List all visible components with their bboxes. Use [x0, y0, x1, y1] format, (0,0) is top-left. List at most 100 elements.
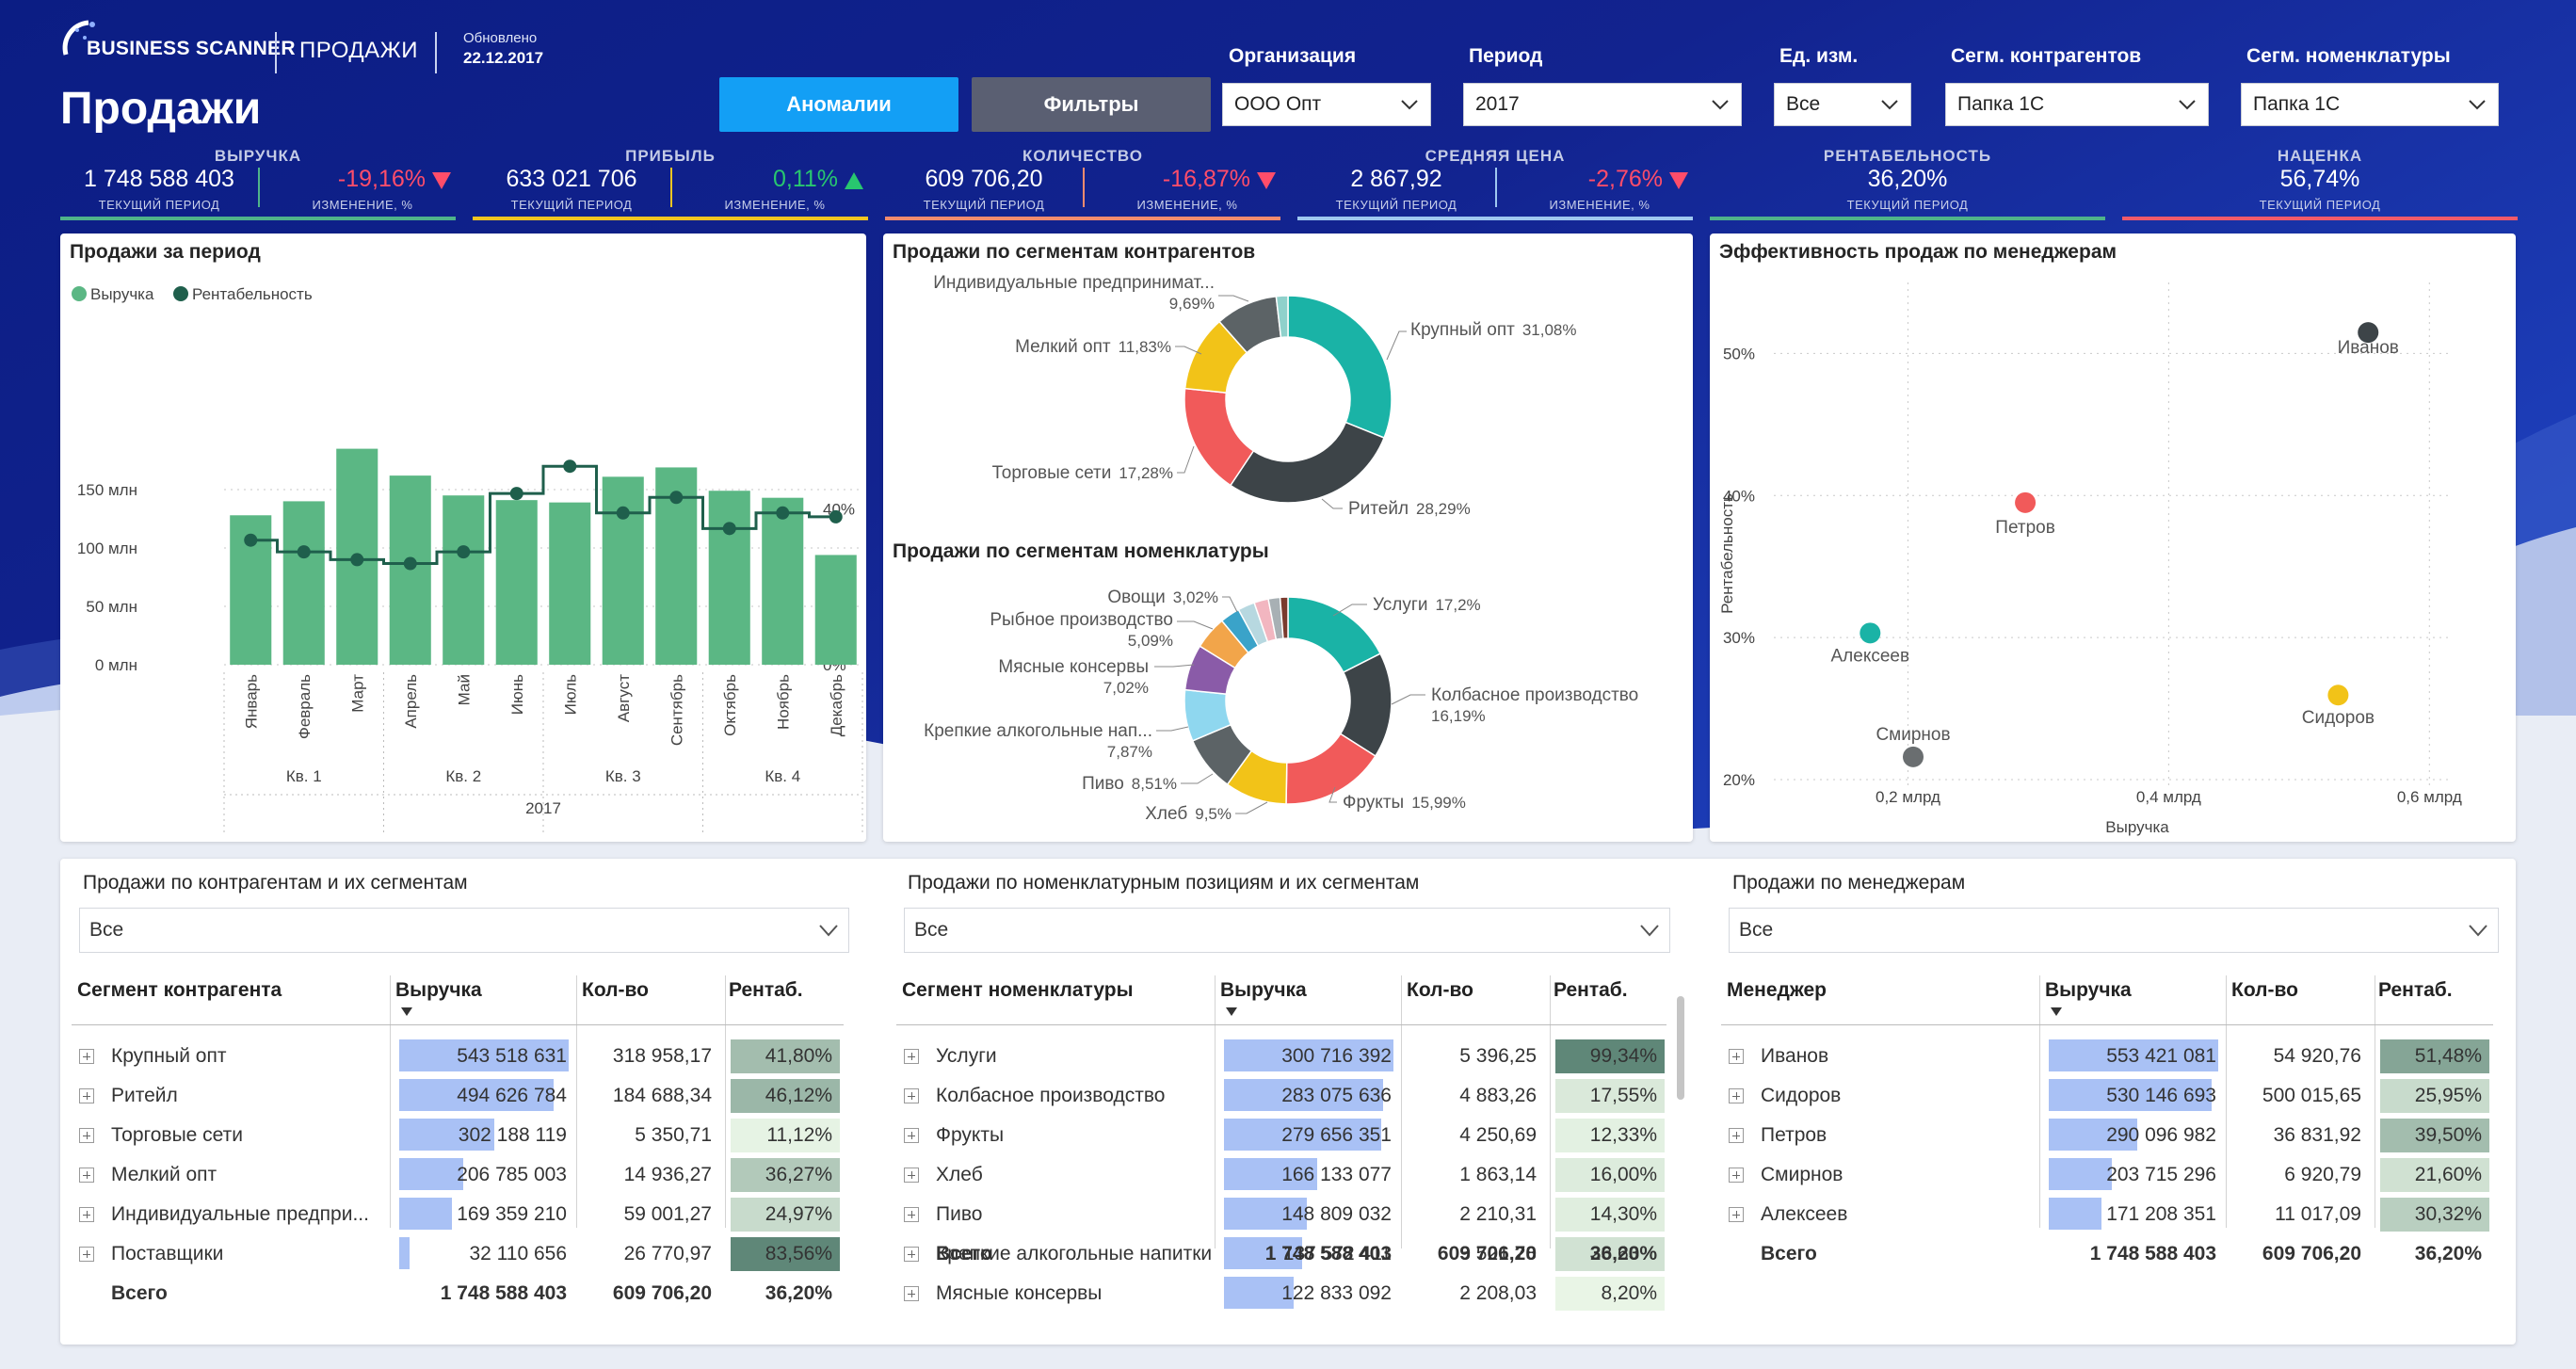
table-scrollbar[interactable] [1672, 979, 1689, 1243]
bar-revenue[interactable] [814, 555, 857, 665]
table-row[interactable]: Фрукты 279 656 351 4 250,69 12,33% [885, 1117, 1676, 1154]
expand-icon[interactable] [904, 1247, 919, 1262]
bar-revenue[interactable] [443, 495, 485, 665]
scatter-point[interactable] [1903, 746, 1924, 767]
donut-slice[interactable] [1287, 295, 1393, 439]
table-row[interactable]: Ритейл 494 626 784 184 688,34 46,12% [60, 1077, 851, 1115]
rent-point[interactable] [722, 522, 736, 536]
table-row[interactable]: Сидоров 530 146 693 500 015,65 25,95% [1710, 1077, 2501, 1115]
scatter-point[interactable] [2015, 491, 2037, 513]
label-leader [1328, 786, 1337, 803]
bar-revenue[interactable] [762, 497, 804, 665]
table-row[interactable]: Крепкие алкогольные напитки 137 572 411 3 … [885, 1235, 1676, 1273]
bar-revenue[interactable] [389, 475, 431, 665]
expand-icon[interactable] [79, 1128, 94, 1143]
rent-point[interactable] [457, 545, 471, 559]
sort-desc-icon[interactable] [1226, 1007, 1237, 1017]
table-row[interactable]: Пиво 148 809 032 2 210,31 14,30% [885, 1196, 1676, 1233]
column-header[interactable]: Выручка [2045, 979, 2132, 1001]
scatter-point[interactable] [1860, 622, 1881, 644]
bar-revenue[interactable] [602, 476, 644, 665]
scatter-point[interactable] [2358, 322, 2379, 344]
column-header[interactable]: Выручка [1220, 979, 1307, 1001]
expand-icon[interactable] [79, 1088, 94, 1103]
rent-point[interactable] [509, 487, 523, 501]
period-select[interactable]: 2017 [1463, 83, 1742, 126]
sort-desc-icon[interactable] [401, 1007, 412, 1017]
logo-text: BUSINESS SCANNER [87, 38, 296, 59]
table-row[interactable]: Иванов 553 421 081 54 920,76 51,48% [1710, 1038, 2501, 1075]
bar-revenue[interactable] [282, 501, 325, 665]
contr-segment-select[interactable]: Папка 1С [1945, 83, 2209, 126]
column-header[interactable]: Рентаб. [729, 979, 803, 1001]
anomalies-button[interactable]: Аномалии [719, 77, 958, 132]
expand-icon[interactable] [904, 1168, 919, 1183]
rent-point[interactable] [244, 533, 258, 547]
column-header[interactable]: Кол-во [2231, 979, 2298, 1001]
expand-icon[interactable] [1729, 1088, 1744, 1103]
rent-point[interactable] [563, 459, 577, 474]
column-header[interactable]: Рентаб. [2378, 979, 2453, 1001]
unit-select[interactable]: Все [1774, 83, 1911, 126]
expand-icon[interactable] [1729, 1049, 1744, 1064]
filter-label-contr-segment: Сегм. контрагентов [1951, 45, 2142, 67]
expand-icon[interactable] [904, 1049, 919, 1064]
donut-slice[interactable] [1279, 596, 1289, 639]
nom-segment-select[interactable]: Папка 1С [2241, 83, 2499, 126]
expand-icon[interactable] [79, 1207, 94, 1222]
expand-icon[interactable] [1729, 1168, 1744, 1183]
expand-icon[interactable] [904, 1088, 919, 1103]
rent-point[interactable] [829, 509, 843, 523]
rent-point[interactable] [403, 556, 417, 571]
table-row[interactable]: Смирнов 203 715 296 6 920,79 21,60% [1710, 1156, 2501, 1194]
rent-point[interactable] [776, 506, 790, 520]
bar-revenue[interactable] [495, 500, 538, 665]
rent-point[interactable] [669, 491, 684, 505]
organization-select[interactable]: ООО Опт [1222, 83, 1431, 126]
bar-revenue[interactable] [549, 502, 591, 665]
table-row[interactable]: Мелкий опт 206 785 003 14 936,27 36,27% [60, 1156, 851, 1194]
column-header[interactable]: Кол-во [1407, 979, 1473, 1001]
table-row[interactable]: Алексеев 171 208 351 11 017,09 30,32% [1710, 1196, 2501, 1233]
expand-icon[interactable] [904, 1207, 919, 1222]
table-filter-select[interactable]: Все [1729, 908, 2499, 953]
column-header[interactable]: Менеджер [1727, 979, 1827, 1001]
scatter-point[interactable] [2327, 684, 2349, 706]
donut-slice[interactable] [1275, 295, 1289, 339]
kpi-change: -16,87% [1162, 166, 1250, 192]
table-row[interactable]: Услуги 300 716 392 5 396,25 99,34% [885, 1038, 1676, 1075]
column-header[interactable]: Рентаб. [1554, 979, 1628, 1001]
expand-icon[interactable] [904, 1286, 919, 1301]
expand-icon[interactable] [79, 1247, 94, 1262]
rent-point[interactable] [616, 506, 630, 520]
expand-icon[interactable] [1729, 1207, 1744, 1222]
table-row[interactable]: Торговые сети 302 188 119 5 350,71 11,12% [60, 1117, 851, 1154]
expand-icon[interactable] [79, 1168, 94, 1183]
column-header[interactable]: Выручка [395, 979, 482, 1001]
scroll-up-icon[interactable] [1676, 979, 1685, 992]
column-header[interactable]: Сегмент контрагента [77, 979, 282, 1001]
table-row[interactable]: Индивидуальные предпри... 169 359 210 59 0… [60, 1196, 851, 1233]
table-row[interactable]: Колбасное производство 283 075 636 4 883,2… [885, 1077, 1676, 1115]
table-row[interactable]: Мясные консервы 122 833 092 2 208,03 8,20% [885, 1275, 1676, 1313]
table-row[interactable]: Крупный опт 543 518 631 318 958,17 41,80% [60, 1038, 851, 1075]
scrollbar-thumb[interactable] [1677, 996, 1684, 1100]
table-row[interactable]: Петров 290 096 982 36 831,92 39,50% [1710, 1117, 2501, 1154]
table-row[interactable]: Хлеб 166 133 077 1 863,14 16,00% [885, 1156, 1676, 1194]
sort-desc-icon[interactable] [2051, 1007, 2062, 1017]
table-filter-select[interactable]: Все [79, 908, 849, 953]
expand-icon[interactable] [904, 1128, 919, 1143]
filters-button[interactable]: Фильтры [972, 77, 1211, 132]
kpi-accent-bar [1710, 217, 2105, 220]
table-row[interactable]: Поставщики 32 110 656 26 770,97 83,56% [60, 1235, 851, 1273]
expand-icon[interactable] [79, 1049, 94, 1064]
table-filter-select[interactable]: Все [904, 908, 1670, 953]
column-header[interactable]: Сегмент номенклатуры [902, 979, 1134, 1001]
rent-point[interactable] [297, 545, 311, 559]
donut-slice[interactable] [1229, 421, 1386, 504]
bar-revenue[interactable] [708, 491, 750, 665]
rent-point[interactable] [350, 553, 364, 567]
column-header[interactable]: Кол-во [582, 979, 649, 1001]
expand-icon[interactable] [1729, 1128, 1744, 1143]
kpi-card: СРЕДНЯЯ ЦЕНА 2 867,92 ТЕКУЩИЙ ПЕРИОД -2,76%… [1297, 141, 1693, 222]
